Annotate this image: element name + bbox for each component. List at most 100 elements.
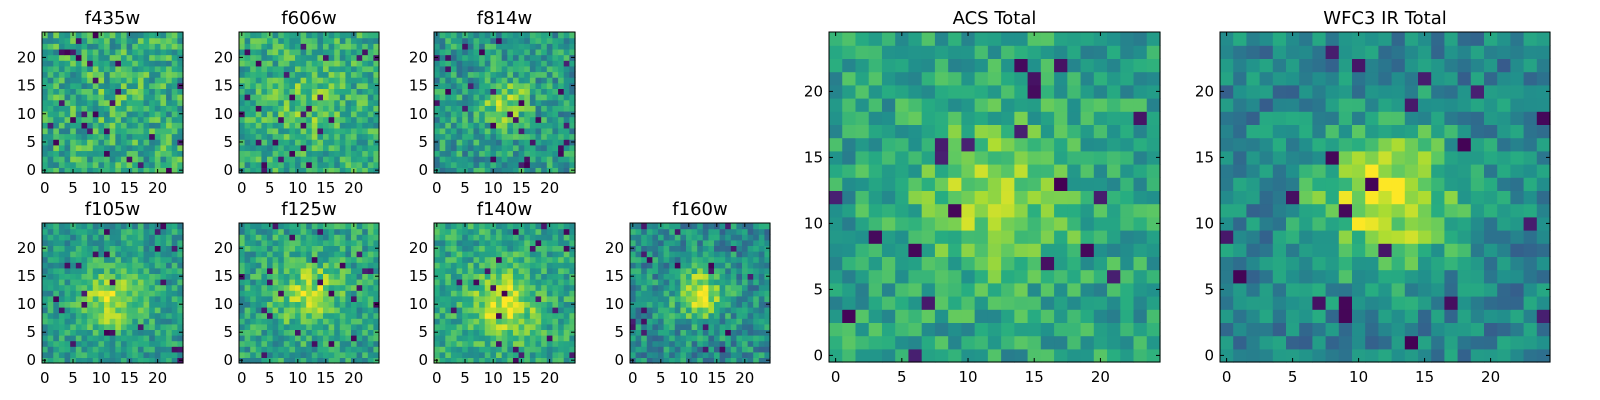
heatmap-cell	[334, 262, 341, 269]
heatmap-cell	[434, 37, 441, 44]
heatmap-cell	[552, 150, 559, 157]
heatmap-cell	[345, 312, 352, 319]
heatmap-cell	[75, 60, 83, 67]
heatmap-cell	[267, 65, 274, 73]
heatmap-cell	[445, 60, 452, 67]
heatmap-cell	[686, 318, 693, 325]
heatmap-cell	[92, 329, 99, 336]
heatmap-cell	[75, 245, 83, 252]
heatmap-cell	[104, 256, 111, 263]
heatmap-cell	[104, 161, 111, 168]
heatmap-cell	[295, 116, 302, 123]
heatmap-cell	[300, 340, 307, 347]
heatmap-cell	[569, 262, 576, 269]
heatmap-cell	[753, 273, 760, 280]
heatmap-cell	[160, 346, 167, 353]
heatmap-cell	[529, 346, 537, 353]
heatmap-cell	[367, 144, 374, 152]
heatmap-cell	[1067, 322, 1082, 337]
heatmap-cell	[974, 243, 989, 257]
heatmap-cell	[283, 82, 290, 89]
heatmap-cell	[272, 290, 279, 297]
heatmap-cell	[921, 230, 936, 244]
heatmap-cell	[92, 110, 99, 118]
heatmap-cell	[496, 77, 503, 84]
heatmap-cell	[120, 116, 128, 123]
heatmap-cell	[137, 262, 145, 269]
heatmap-cell	[104, 110, 111, 118]
heatmap-cell	[244, 301, 251, 308]
heatmap-cell	[295, 234, 302, 241]
heatmap-cell	[541, 150, 548, 157]
heatmap-cell	[669, 251, 676, 258]
heatmap-cell	[311, 262, 318, 269]
heatmap-cell	[708, 251, 715, 258]
heatmap-cell	[289, 329, 296, 336]
heatmap-cell	[137, 267, 145, 274]
heatmap-cell	[177, 77, 184, 84]
heatmap-cell	[473, 48, 480, 56]
heatmap-cell	[272, 239, 279, 246]
heatmap-cell	[272, 323, 279, 330]
heatmap-cell	[345, 133, 352, 140]
y-tick-label: 5	[223, 323, 233, 341]
heatmap-cell	[512, 105, 520, 112]
heatmap-cell	[109, 295, 116, 302]
heatmap-cell	[115, 116, 122, 123]
heatmap-cell	[529, 71, 537, 78]
heatmap-cell	[166, 144, 173, 152]
heatmap-cell	[484, 167, 491, 174]
heatmap-cell	[126, 94, 133, 101]
heatmap-cell	[1001, 322, 1015, 337]
heatmap-cell	[154, 251, 162, 258]
heatmap-cell	[272, 139, 279, 146]
heatmap-cell	[921, 335, 936, 350]
heatmap-cell	[524, 323, 531, 330]
heatmap-cell	[239, 239, 246, 246]
heatmap-cell	[267, 88, 274, 95]
heatmap-cell	[143, 267, 150, 274]
heatmap-cell	[267, 340, 274, 347]
heatmap-cell	[362, 318, 369, 325]
heatmap-cell	[137, 251, 145, 258]
heatmap-cell	[283, 223, 290, 230]
heatmap-cell	[546, 251, 554, 258]
heatmap-cell	[356, 110, 363, 118]
heatmap-cell	[708, 262, 715, 269]
heatmap-cell	[674, 307, 681, 314]
heatmap-cell	[120, 245, 128, 252]
heatmap-cell	[1133, 269, 1148, 284]
heatmap-cell	[149, 161, 156, 168]
heatmap-cell	[120, 32, 128, 39]
heatmap-cell	[524, 329, 531, 336]
heatmap-cell	[81, 223, 88, 230]
heatmap-cell	[166, 161, 173, 168]
heatmap-cell	[558, 335, 565, 342]
heatmap-cell	[58, 279, 66, 286]
heatmap-cell	[244, 122, 251, 129]
heatmap-cell	[742, 323, 749, 330]
heatmap-cell	[362, 94, 369, 101]
heatmap-cell	[529, 37, 537, 44]
heatmap-cell	[529, 329, 537, 336]
heatmap-cell	[456, 139, 463, 146]
heatmap-cell	[351, 110, 358, 118]
heatmap-cell	[1107, 269, 1121, 284]
heatmap-cell	[663, 295, 670, 302]
heatmap-cell	[541, 323, 548, 330]
heatmap-cell	[921, 348, 936, 363]
heatmap-cell	[686, 273, 693, 280]
heatmap-cell	[171, 122, 178, 129]
heatmap-cell	[300, 245, 307, 252]
heatmap-cell	[686, 329, 693, 336]
heatmap-cell	[646, 234, 653, 241]
heatmap-cell	[535, 251, 542, 258]
heatmap-cell	[658, 329, 665, 336]
heatmap-cell	[98, 127, 105, 135]
heatmap-cell	[686, 312, 693, 319]
heatmap-cell	[462, 239, 469, 246]
heatmap-cell	[47, 228, 54, 235]
heatmap-cell	[75, 156, 83, 163]
heatmap-cell	[558, 77, 565, 84]
heatmap-cell	[64, 357, 71, 364]
